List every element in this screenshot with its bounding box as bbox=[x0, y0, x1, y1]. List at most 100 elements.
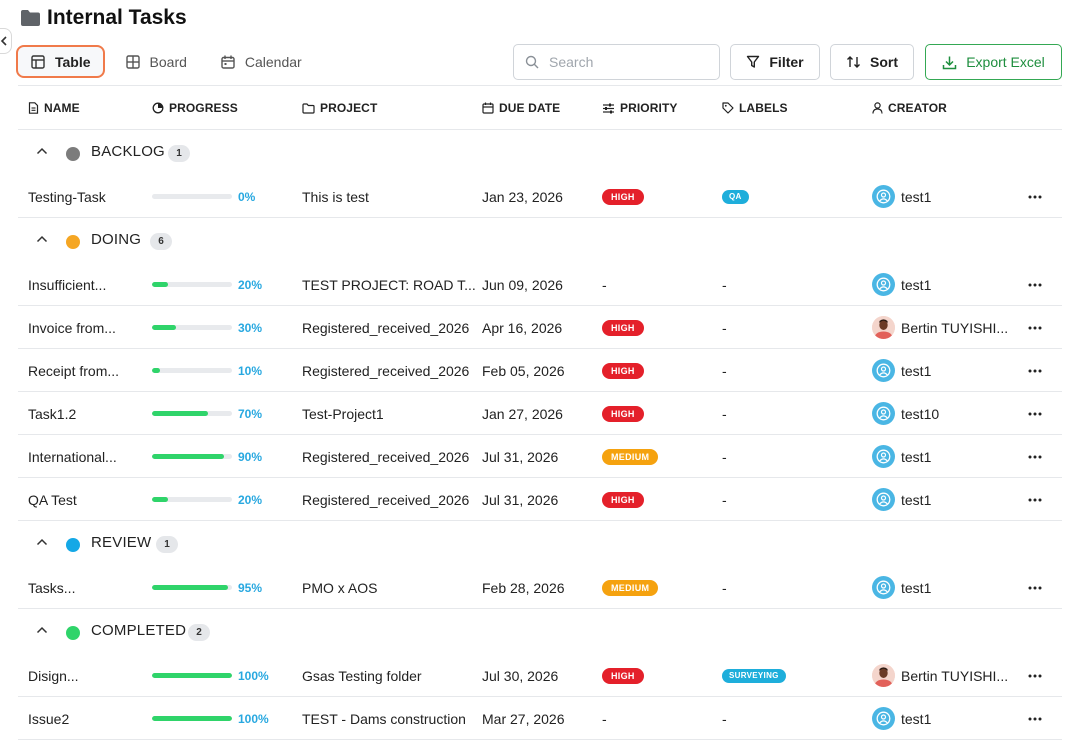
tasks-table: NAME PROGRESS PROJECT DUE DATE PRIORITY … bbox=[18, 85, 1062, 740]
task-name[interactable]: Invoice from... bbox=[28, 319, 116, 336]
label-empty: - bbox=[722, 579, 727, 596]
download-icon bbox=[942, 56, 957, 69]
task-name[interactable]: International... bbox=[28, 448, 117, 465]
avatar bbox=[872, 316, 895, 339]
column-header-creator[interactable]: CREATOR bbox=[872, 86, 947, 130]
progress-text: 10% bbox=[238, 363, 263, 378]
label-chip: SURVEYING bbox=[722, 668, 786, 683]
export-excel-button[interactable]: Export Excel bbox=[925, 44, 1062, 80]
progress-bar bbox=[152, 194, 232, 199]
more-options-button[interactable] bbox=[1028, 478, 1042, 521]
task-labels: - bbox=[722, 566, 727, 609]
tab-board-label: Board bbox=[149, 53, 187, 70]
task-project: TEST - Dams construction bbox=[302, 710, 466, 727]
sliders-icon bbox=[603, 103, 614, 113]
more-horizontal-icon bbox=[1028, 586, 1042, 589]
tab-calendar[interactable]: Calendar bbox=[208, 45, 315, 78]
group-name: COMPLETED bbox=[91, 622, 187, 639]
column-header-project[interactable]: PROJECT bbox=[302, 86, 377, 130]
progress-icon bbox=[152, 102, 164, 114]
task-name[interactable]: Task1.2 bbox=[28, 405, 77, 422]
more-options-button[interactable] bbox=[1028, 175, 1042, 218]
chevron-up-icon[interactable] bbox=[36, 235, 48, 243]
more-options-button[interactable] bbox=[1028, 566, 1042, 609]
task-project: Registered_received_2026 bbox=[302, 362, 470, 379]
folder-icon bbox=[21, 10, 40, 26]
status-dot bbox=[66, 538, 80, 552]
task-project: TEST PROJECT: ROAD T... bbox=[302, 276, 476, 293]
progress-text: 90% bbox=[238, 449, 263, 464]
status-dot bbox=[66, 147, 80, 161]
avatar bbox=[872, 185, 895, 208]
task-creator: test1 bbox=[872, 435, 931, 478]
priority-badge: HIGH bbox=[602, 362, 644, 379]
user-avatar-icon bbox=[876, 406, 891, 421]
task-priority: HIGH bbox=[602, 392, 644, 435]
table-row[interactable]: Testing-Task 0% This is test Jan 23, 2026 HI… bbox=[18, 175, 1062, 218]
search-input[interactable] bbox=[549, 54, 709, 70]
column-header-priority[interactable]: PRIORITY bbox=[602, 86, 677, 130]
avatar bbox=[872, 359, 895, 382]
table-header: NAME PROGRESS PROJECT DUE DATE PRIORITY … bbox=[18, 85, 1062, 130]
sort-button[interactable]: Sort bbox=[830, 44, 914, 80]
status-dot bbox=[66, 235, 80, 249]
column-progress-label: PROGRESS bbox=[169, 101, 238, 115]
more-options-button[interactable] bbox=[1028, 263, 1042, 306]
column-priority-label: PRIORITY bbox=[620, 101, 678, 115]
progress-fill bbox=[152, 497, 168, 502]
more-options-button[interactable] bbox=[1028, 306, 1042, 349]
table-row[interactable]: Task1.2 70% Test-Project1 Jan 27, 2026 HIGH -… bbox=[18, 392, 1062, 435]
more-options-button[interactable] bbox=[1028, 349, 1042, 392]
task-name[interactable]: Disign... bbox=[28, 667, 79, 684]
task-name[interactable]: Tasks... bbox=[28, 579, 76, 596]
filter-button[interactable]: Filter bbox=[730, 44, 820, 80]
sort-label: Sort bbox=[870, 54, 898, 70]
task-name[interactable]: Issue2 bbox=[28, 710, 70, 727]
page-title: Internal Tasks bbox=[47, 6, 187, 29]
chevron-up-icon[interactable] bbox=[36, 147, 48, 155]
creator-name: test1 bbox=[901, 491, 932, 508]
table-row[interactable]: International... 90% Registered_received_2… bbox=[18, 435, 1062, 478]
creator-name: test1 bbox=[901, 188, 932, 205]
column-header-due-date[interactable]: DUE DATE bbox=[482, 86, 560, 130]
task-name[interactable]: Insufficient... bbox=[28, 276, 107, 293]
filter-icon bbox=[747, 55, 760, 68]
more-horizontal-icon bbox=[1028, 455, 1042, 458]
search-box[interactable] bbox=[513, 44, 720, 80]
more-options-button[interactable] bbox=[1028, 435, 1042, 478]
task-labels: - bbox=[722, 478, 727, 521]
task-name[interactable]: Testing-Task bbox=[28, 188, 106, 205]
more-options-button[interactable] bbox=[1028, 392, 1042, 435]
tab-board[interactable]: Board bbox=[113, 45, 200, 78]
avatar bbox=[872, 488, 895, 511]
user-icon bbox=[872, 102, 883, 114]
chevron-up-icon[interactable] bbox=[36, 626, 48, 634]
group-header-review: REVIEW 1 bbox=[18, 521, 1062, 566]
more-options-button[interactable] bbox=[1028, 697, 1042, 740]
view-tabs: Table Board Calendar bbox=[16, 45, 315, 78]
task-name[interactable]: QA Test bbox=[28, 491, 77, 508]
table-row[interactable]: Insufficient... 20% TEST PROJECT: ROAD T..… bbox=[18, 263, 1062, 306]
progress-bar bbox=[152, 454, 232, 459]
chevron-up-icon[interactable] bbox=[36, 538, 48, 546]
table-row[interactable]: Receipt from... 10% Registered_received_20… bbox=[18, 349, 1062, 392]
task-name[interactable]: Receipt from... bbox=[28, 362, 120, 379]
tab-table[interactable]: Table bbox=[16, 45, 105, 78]
column-header-name[interactable]: NAME bbox=[28, 86, 80, 130]
task-priority: HIGH bbox=[602, 478, 644, 521]
table-row[interactable]: Invoice from... 30% Registered_received_20… bbox=[18, 306, 1062, 349]
progress-bar bbox=[152, 282, 232, 287]
progress-fill bbox=[152, 673, 232, 678]
more-options-button[interactable] bbox=[1028, 654, 1042, 697]
task-creator: test1 bbox=[872, 263, 931, 306]
table-row[interactable]: Tasks... 95% PMO x AOS Feb 28, 2026 MEDIUM - t… bbox=[18, 566, 1062, 609]
column-header-labels[interactable]: LABELS bbox=[722, 86, 788, 130]
collapse-sidebar-button[interactable] bbox=[0, 28, 12, 54]
table-row[interactable]: Disign... 100% Gsas Testing folder Jul 30, … bbox=[18, 654, 1062, 697]
task-labels: - bbox=[722, 392, 727, 435]
table-row[interactable]: Issue2 100% TEST - Dams construction Mar 27… bbox=[18, 697, 1062, 740]
group-count-badge: 1 bbox=[168, 145, 190, 162]
column-header-progress[interactable]: PROGRESS bbox=[152, 86, 238, 130]
table-row[interactable]: QA Test 20% Registered_received_2026 Jul 31… bbox=[18, 478, 1062, 521]
more-horizontal-icon bbox=[1028, 412, 1042, 415]
